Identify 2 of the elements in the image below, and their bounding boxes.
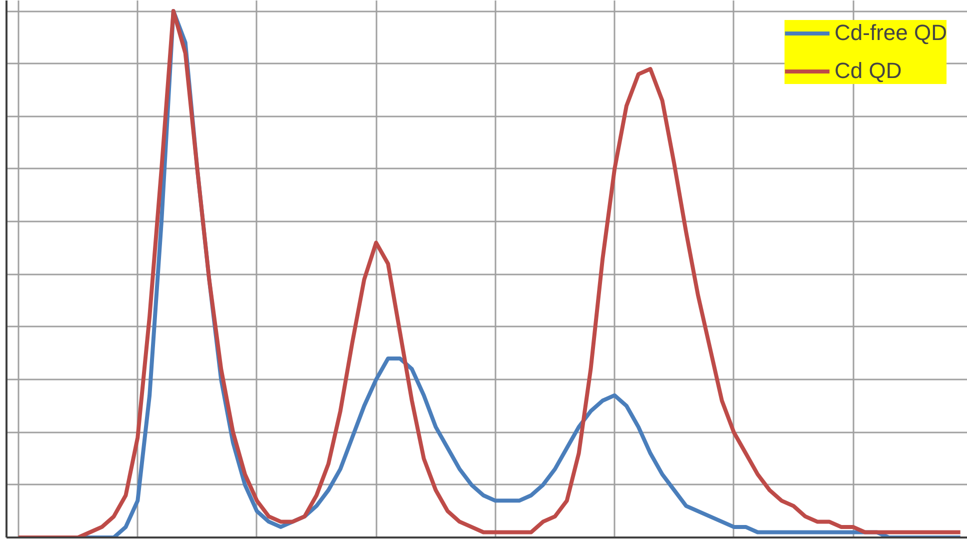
legend-label: Cd-free QD (834, 20, 947, 46)
legend-label: Cd QD (834, 58, 902, 84)
